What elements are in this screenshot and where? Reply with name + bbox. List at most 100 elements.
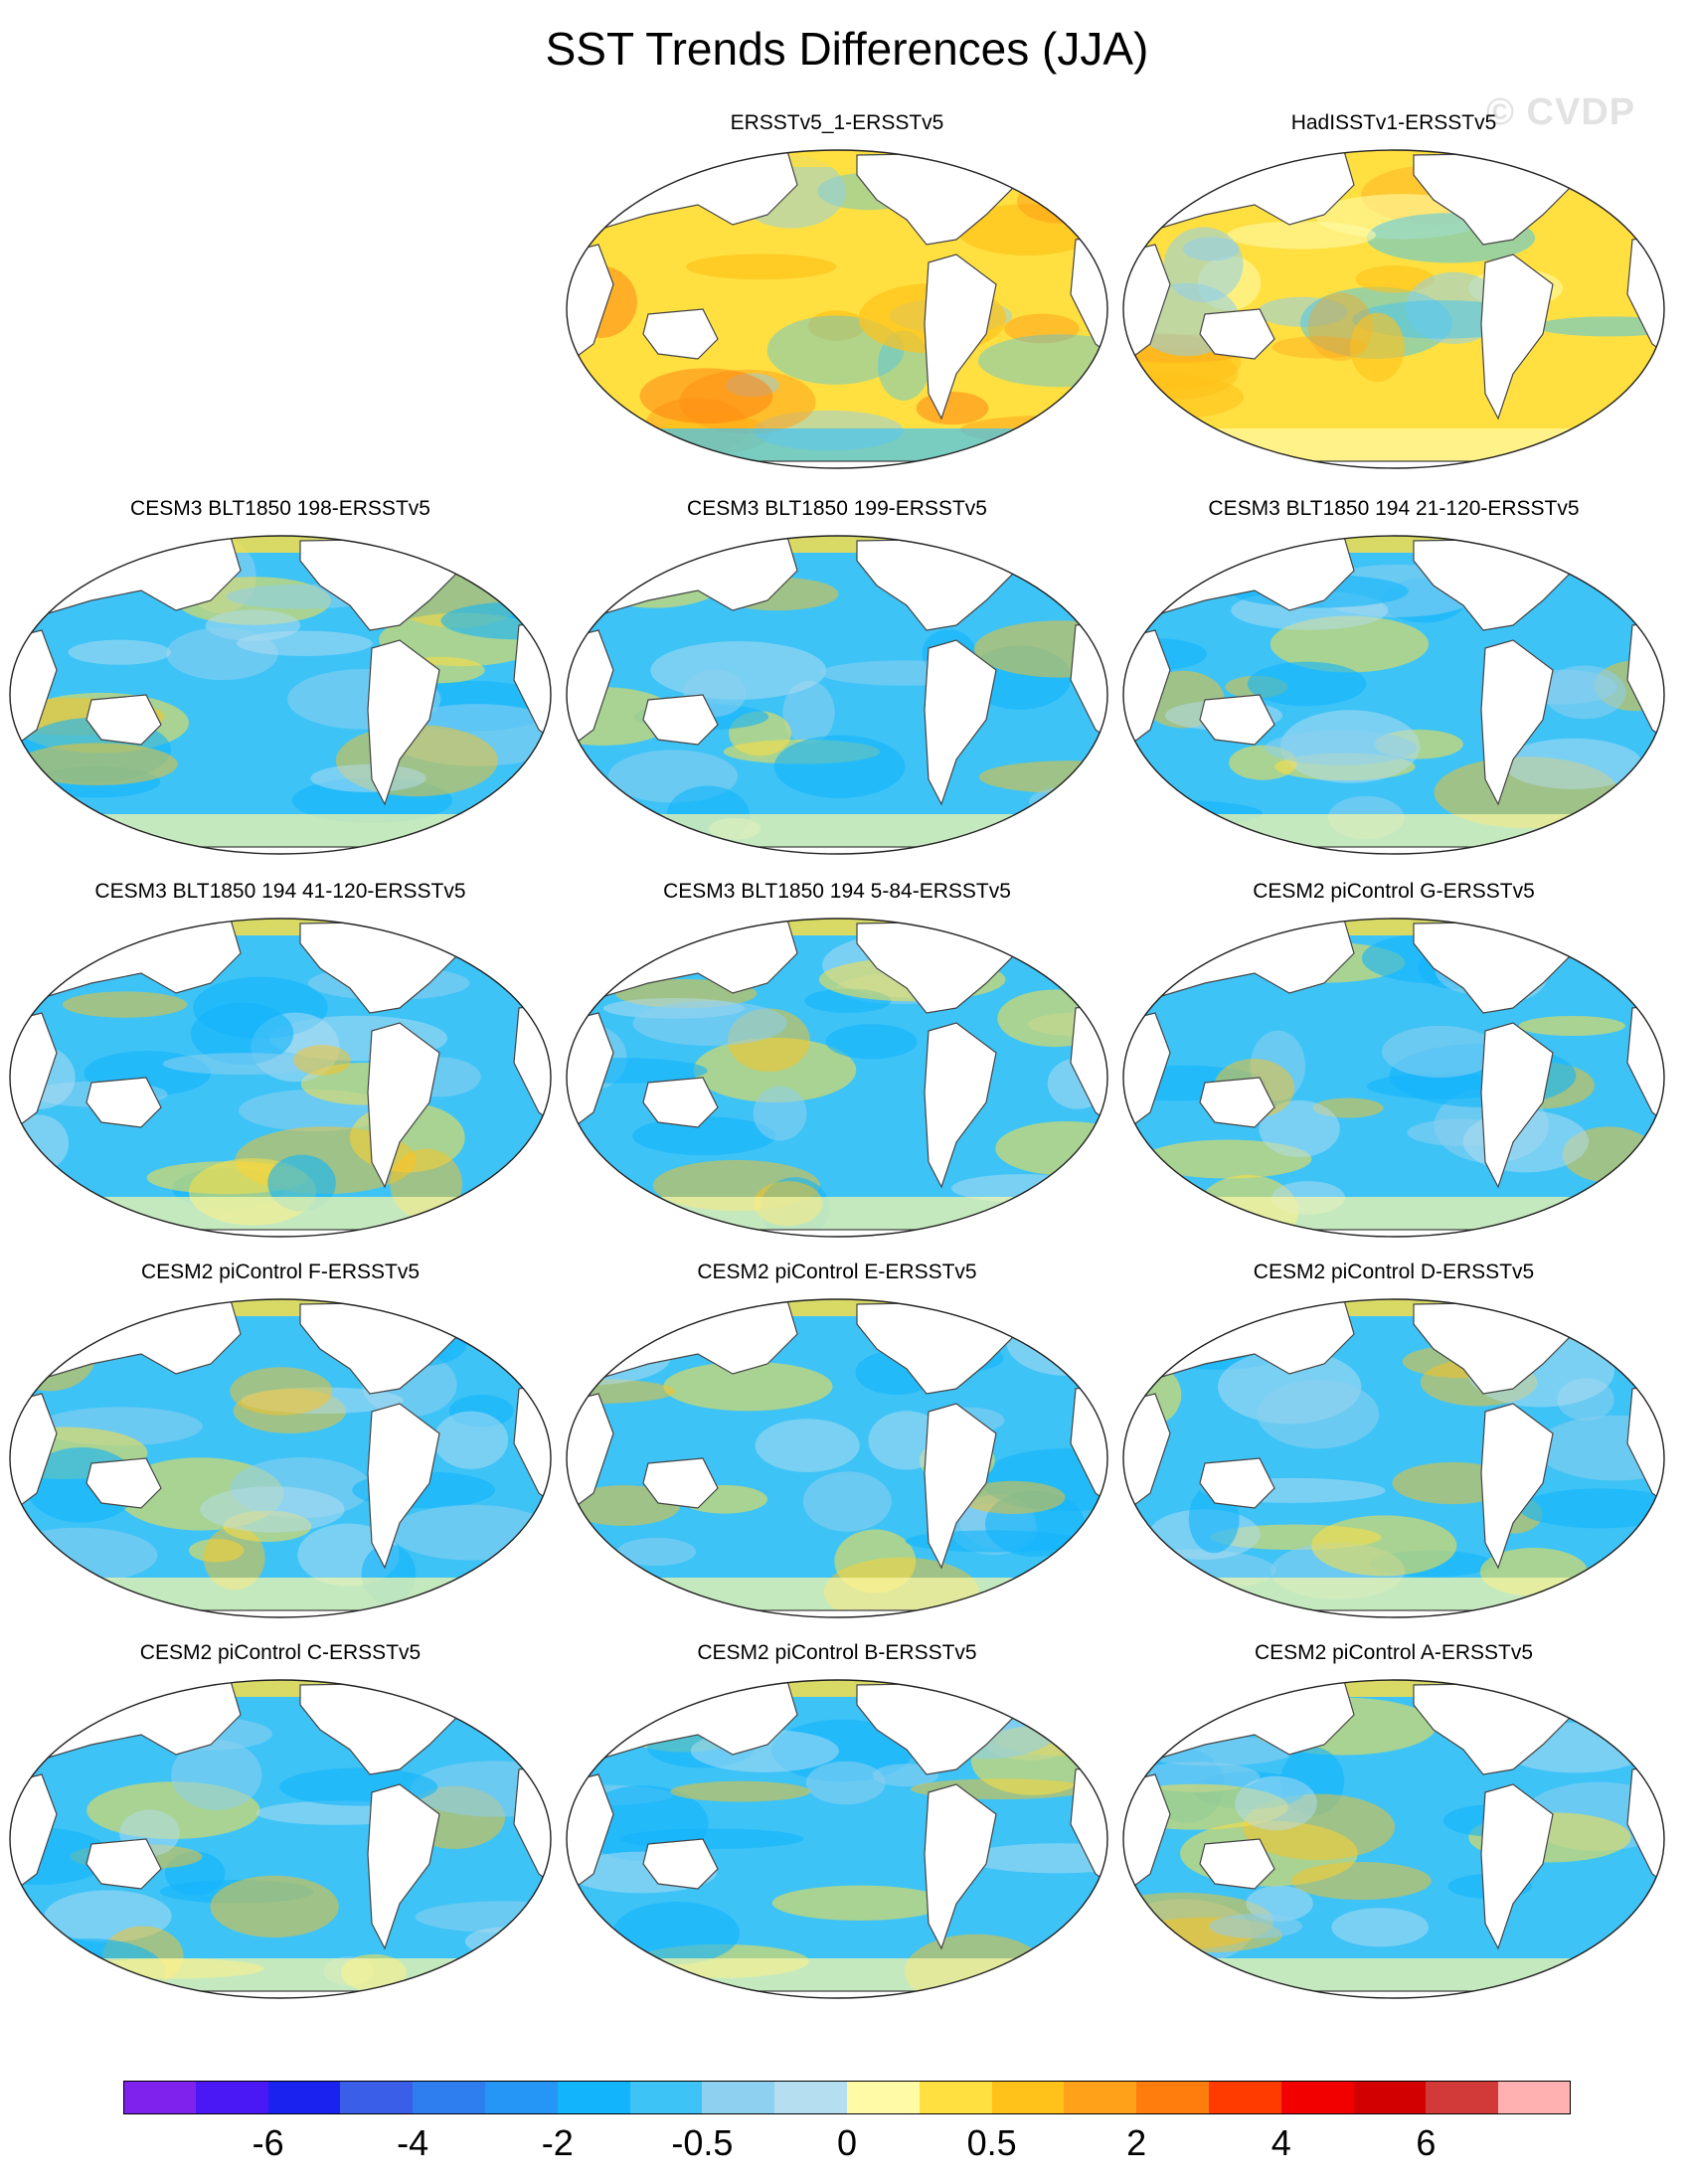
panel-title: CESM2 piControl A-ERSSTv5	[1254, 1641, 1534, 1664]
sst-anomaly-blob	[567, 806, 659, 841]
continent-australia	[85, 1077, 162, 1128]
continent-australia	[85, 694, 162, 746]
continent-south-america	[1480, 1783, 1554, 1950]
map-panel: CESM2 piControl G-ERSSTv5	[1115, 880, 1672, 1248]
sst-anomaly-blob	[567, 687, 678, 746]
continent-greenland	[1010, 150, 1067, 181]
figure-title: SST Trends Differences (JJA)	[545, 23, 1149, 75]
continent-greenland	[1567, 1680, 1623, 1711]
map-border	[9, 1679, 552, 1999]
robinson-map	[566, 535, 1108, 855]
continent-australia	[642, 694, 719, 746]
sst-anomaly-blob	[782, 680, 835, 745]
continent-greenland	[1567, 1299, 1623, 1330]
map-border	[1122, 535, 1665, 855]
sst-anomaly-blob	[1265, 730, 1418, 765]
sst-anomaly-blob	[310, 763, 426, 792]
continent-antarctica	[567, 460, 1107, 468]
colorbar-tick-label: 0	[836, 2122, 858, 2163]
continent-antarctica	[10, 1229, 551, 1237]
arctic-band	[10, 919, 551, 935]
arctic-band	[567, 919, 1107, 935]
colorbar-tick-label: -2	[541, 2122, 574, 2163]
panel-title: CESM3 BLT1850 194 5-84-ERSSTv5	[663, 880, 1011, 903]
panel-title: CESM2 piControl G-ERSSTv5	[1253, 880, 1535, 903]
sst-anomaly-blob	[1518, 1488, 1664, 1529]
sst-anomaly-blob	[686, 253, 837, 280]
colorbar-tick-label: -4	[397, 2122, 429, 2163]
colorbar-tick-label: -6	[252, 2122, 284, 2163]
continent-south-america	[367, 1022, 440, 1189]
map-border	[9, 918, 552, 1238]
continent-greenland	[1010, 536, 1067, 567]
sst-anomaly-blob	[960, 1480, 1066, 1514]
continent-greenland	[1567, 919, 1623, 949]
sst-anomaly-blob	[162, 1053, 322, 1076]
panel-title: CESM2 piControl F-ERSSTv5	[140, 1260, 421, 1283]
continent-antarctica	[567, 846, 1107, 854]
map-panel: CESM2 piControl E-ERSSTv5	[559, 1260, 1115, 1628]
robinson-map	[1122, 1679, 1665, 1999]
sst-anomaly-blob	[1311, 1515, 1457, 1577]
map-panel: CESM2 piControl C-ERSSTv5	[2, 1641, 559, 2009]
map-border	[566, 918, 1108, 1238]
continent-greenland	[453, 536, 510, 567]
sst-anomaly-blob	[200, 1486, 345, 1533]
map-panel: CESM3 BLT1850 194 41-120-ERSSTv5	[2, 880, 559, 1248]
sst-anomaly-blob	[190, 1002, 294, 1066]
sst-anomaly-blob	[464, 1927, 545, 1956]
colorbar-swatch	[1136, 2081, 1210, 2114]
continent-antarctica	[567, 1229, 1107, 1237]
sst-anomaly-blob	[236, 630, 373, 656]
sst-anomaly-blob	[612, 1901, 741, 1965]
colorbar-swatch	[485, 2081, 558, 2114]
sst-anomaly-blob	[1235, 1775, 1317, 1831]
colorbar-swatch	[1353, 2081, 1427, 2114]
continent-south-america	[367, 639, 440, 806]
sst-anomaly-blob	[1257, 1380, 1380, 1449]
robinson-map	[566, 918, 1108, 1238]
continent-south-america	[1480, 1403, 1554, 1570]
panel-title: HadISSTv1-ERSSTv5	[1290, 111, 1497, 134]
continent-antarctica	[10, 1609, 551, 1617]
continent-greenland	[453, 1299, 510, 1330]
map-border	[566, 1298, 1108, 1618]
sst-anomaly-blob	[1209, 1914, 1302, 1939]
cvdp-watermark: © CVDP	[1486, 91, 1636, 133]
sst-anomaly-blob	[10, 1527, 158, 1584]
continent-south-america	[924, 253, 997, 420]
sst-anomaly-blob	[1246, 1885, 1313, 1922]
panel-title: CESM2 piControl D-ERSSTv5	[1253, 1260, 1535, 1283]
panel-title: ERSSTv5_1-ERSSTv5	[730, 111, 944, 134]
sst-anomaly-blob	[1355, 265, 1435, 293]
sst-anomaly-blob	[1004, 313, 1080, 344]
continent-australia	[1199, 694, 1275, 746]
continent-south-america	[367, 1403, 440, 1570]
map-panel: CESM2 piControl F-ERSSTv5	[2, 1260, 559, 1628]
continent-australia	[1199, 308, 1275, 360]
robinson-map	[566, 1679, 1108, 1999]
map-border	[1122, 1298, 1665, 1618]
colorbar-swatch	[774, 2081, 848, 2114]
continent-greenland	[1010, 919, 1067, 949]
sst-anomaly-blob	[1029, 786, 1107, 817]
sst-anomaly-blob	[805, 1761, 886, 1805]
colorbar-tick-label: -0.5	[671, 2122, 734, 2163]
continent-greenland	[453, 1680, 510, 1711]
arctic-band	[567, 1299, 1107, 1316]
continent-australia	[1199, 1077, 1275, 1128]
sst-anomaly-blob	[639, 368, 773, 424]
arctic-band	[10, 1680, 551, 1697]
sst-anomaly-blob	[1016, 179, 1103, 224]
continent-antarctica	[1123, 846, 1664, 854]
panel-title: CESM2 piControl B-ERSSTv5	[697, 1641, 977, 1664]
sst-anomaly-blob	[753, 1086, 807, 1141]
continent-south-america	[367, 1783, 440, 1950]
sst-anomaly-blob	[433, 1411, 509, 1469]
colorbar-swatch	[919, 2081, 992, 2114]
continent-south-america	[1480, 253, 1554, 420]
panel-title: CESM3 BLT1850 194 41-120-ERSSTv5	[94, 880, 466, 903]
map-border	[1122, 149, 1665, 469]
sst-anomaly-blob	[616, 1537, 697, 1567]
continent-australia	[642, 1077, 719, 1128]
